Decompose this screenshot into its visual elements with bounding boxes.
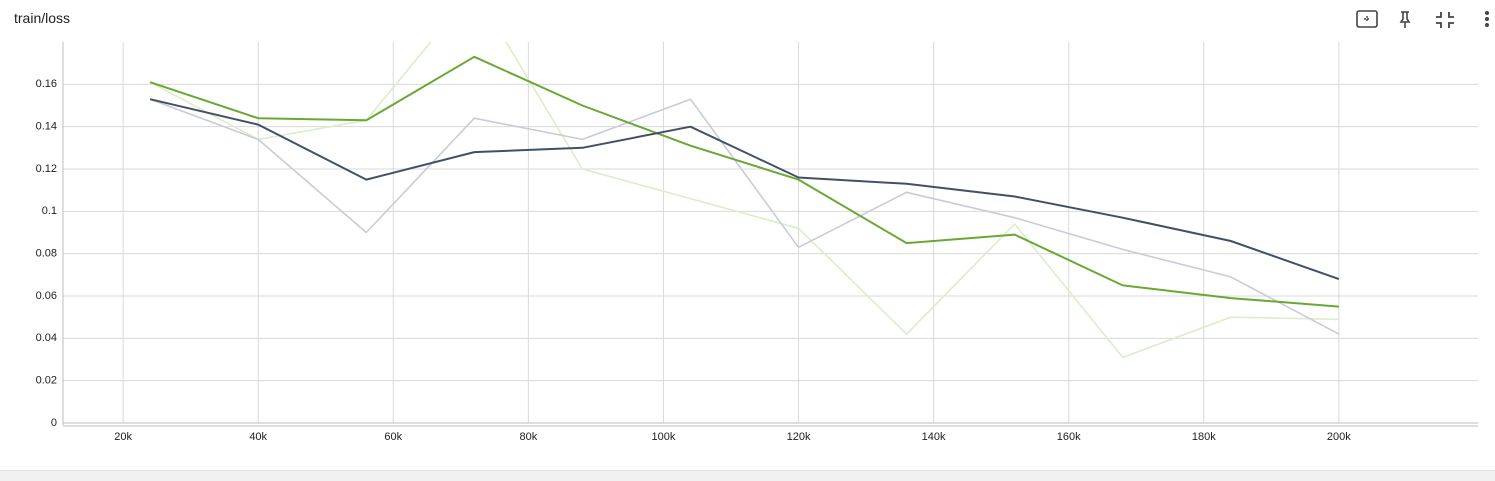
toolbar [1356,10,1489,28]
x-tick-label: 160k [1057,431,1081,443]
y-tick-label: 0.06 [36,290,57,302]
y-tick-label: 0.08 [36,248,57,260]
y-tick-label: 0.12 [36,163,57,175]
plot-area [149,42,1340,359]
y-tick-label: 0 [51,417,57,429]
x-tick-label: 80k [519,431,537,443]
footer-bar [0,470,1495,481]
y-tick-label: 0.02 [36,375,57,387]
series-line [149,98,1340,335]
y-tick-label: 0.14 [36,121,57,133]
collapse-icon[interactable] [1436,12,1454,28]
y-tick-label: 0.16 [36,78,57,90]
more-icon[interactable] [1485,11,1489,27]
series-line [149,98,1340,281]
x-tick-label: 60k [384,431,402,443]
x-tick-label: 120k [787,431,811,443]
fit-icon[interactable] [1356,10,1378,28]
y-tick-label: 0.1 [42,205,57,217]
x-tick-label: 140k [922,431,946,443]
y-tick-label: 0.04 [36,332,57,344]
series-line [149,55,1339,308]
x-tick-label: 180k [1192,431,1216,443]
series-line [149,42,1339,359]
pin-icon[interactable] [1399,11,1411,28]
x-tick-label: 100k [652,431,676,443]
x-tick-label: 20k [114,431,132,443]
x-tick-label: 40k [249,431,267,443]
chart: 0 0.02 0.04 0.06 0.08 0.1 0.12 0.14 0.16 20k 40k 60… [36,42,1478,443]
x-tick-label: 200k [1327,431,1351,443]
chart-title: train/loss [14,10,71,26]
